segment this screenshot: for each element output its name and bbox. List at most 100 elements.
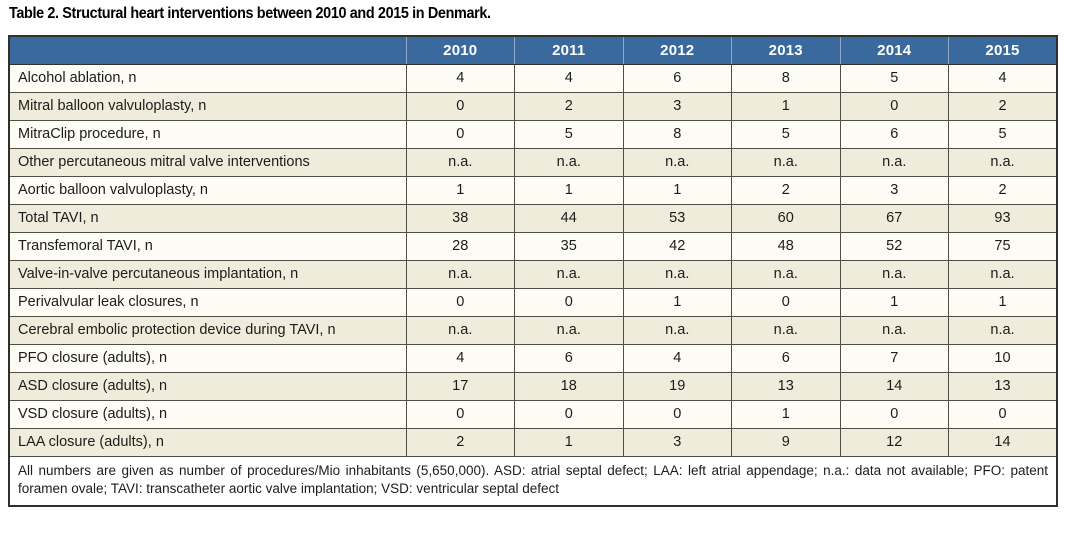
- value-cell: 4: [405, 63, 515, 93]
- value-cell: n.a.: [839, 259, 949, 289]
- value-cell: 1: [405, 175, 515, 205]
- value-cell: 13: [948, 371, 1058, 401]
- value-cell: 1: [514, 427, 624, 457]
- value-cell: n.a.: [622, 259, 732, 289]
- row-label: Alcohol ablation, n: [8, 63, 407, 93]
- value-cell: 52: [839, 231, 949, 261]
- table-row: LAA closure (adults), n 2 1 3 9 12 14: [8, 427, 1058, 457]
- row-label: ASD closure (adults), n: [8, 371, 407, 401]
- value-cell: n.a.: [405, 147, 515, 177]
- value-cell: 1: [731, 91, 841, 121]
- row-label: Cerebral embolic protection device durin…: [8, 315, 407, 345]
- value-cell: n.a.: [839, 147, 949, 177]
- value-cell: n.a.: [948, 315, 1058, 345]
- value-cell: 17: [405, 371, 515, 401]
- table-row: Transfemoral TAVI, n 28 35 42 48 52 75: [8, 231, 1058, 261]
- value-cell: 9: [731, 427, 841, 457]
- header-year-2010: 2010: [405, 35, 515, 65]
- value-cell: 19: [622, 371, 732, 401]
- value-cell: 2: [948, 91, 1058, 121]
- value-cell: 14: [948, 427, 1058, 457]
- value-cell: 1: [839, 287, 949, 317]
- header-year-2012: 2012: [622, 35, 732, 65]
- value-cell: 10: [948, 343, 1058, 373]
- value-cell: 0: [839, 91, 949, 121]
- row-label: Total TAVI, n: [8, 203, 407, 233]
- row-label: Mitral balloon valvuloplasty, n: [8, 91, 407, 121]
- value-cell: 6: [839, 119, 949, 149]
- value-cell: n.a.: [622, 147, 732, 177]
- value-cell: 53: [622, 203, 732, 233]
- value-cell: 75: [948, 231, 1058, 261]
- value-cell: 14: [839, 371, 949, 401]
- value-cell: n.a.: [405, 259, 515, 289]
- value-cell: 7: [839, 343, 949, 373]
- value-cell: n.a.: [839, 315, 949, 345]
- value-cell: 48: [731, 231, 841, 261]
- value-cell: 5: [514, 119, 624, 149]
- value-cell: 42: [622, 231, 732, 261]
- structural-heart-interventions-table: 2010 2011 2012 2013 2014 2015 Alcohol ab…: [8, 35, 1058, 507]
- value-cell: 5: [731, 119, 841, 149]
- header-year-2014: 2014: [839, 35, 949, 65]
- row-label: Perivalvular leak closures, n: [8, 287, 407, 317]
- value-cell: 6: [731, 343, 841, 373]
- value-cell: 2: [731, 175, 841, 205]
- value-cell: 3: [839, 175, 949, 205]
- value-cell: n.a.: [731, 315, 841, 345]
- value-cell: 0: [405, 91, 515, 121]
- value-cell: 38: [405, 203, 515, 233]
- table-body: Alcohol ablation, n 4 4 6 8 5 4 Mitral balloon …: [8, 63, 1058, 457]
- value-cell: 8: [731, 63, 841, 93]
- row-label: Other percutaneous mitral valve interven…: [8, 147, 407, 177]
- row-label: LAA closure (adults), n: [8, 427, 407, 457]
- value-cell: 28: [405, 231, 515, 261]
- footnote-row: All numbers are given as number of proce…: [8, 455, 1058, 507]
- value-cell: 0: [514, 399, 624, 429]
- table-row: Valve-in-valve percutaneous implantation…: [8, 259, 1058, 289]
- value-cell: n.a.: [514, 259, 624, 289]
- value-cell: 2: [948, 175, 1058, 205]
- value-cell: n.a.: [948, 147, 1058, 177]
- value-cell: 0: [731, 287, 841, 317]
- table-footnote: All numbers are given as number of proce…: [8, 455, 1058, 507]
- header-year-2013: 2013: [731, 35, 841, 65]
- value-cell: 0: [514, 287, 624, 317]
- value-cell: 67: [839, 203, 949, 233]
- value-cell: 3: [622, 427, 732, 457]
- value-cell: 4: [948, 63, 1058, 93]
- value-cell: n.a.: [514, 315, 624, 345]
- value-cell: 0: [405, 287, 515, 317]
- value-cell: 4: [622, 343, 732, 373]
- row-label: Transfemoral TAVI, n: [8, 231, 407, 261]
- value-cell: 1: [622, 287, 732, 317]
- value-cell: 18: [514, 371, 624, 401]
- value-cell: 0: [405, 119, 515, 149]
- value-cell: 5: [839, 63, 949, 93]
- value-cell: 4: [405, 343, 515, 373]
- value-cell: 1: [731, 399, 841, 429]
- row-label: Aortic balloon valvuloplasty, n: [8, 175, 407, 205]
- table-row: ASD closure (adults), n 17 18 19 13 14 13: [8, 371, 1058, 401]
- value-cell: 0: [839, 399, 949, 429]
- value-cell: n.a.: [514, 147, 624, 177]
- table-row: Cerebral embolic protection device durin…: [8, 315, 1058, 345]
- value-cell: 1: [948, 287, 1058, 317]
- value-cell: 6: [514, 343, 624, 373]
- row-label: Valve-in-valve percutaneous implantation…: [8, 259, 407, 289]
- row-label: VSD closure (adults), n: [8, 399, 407, 429]
- value-cell: 60: [731, 203, 841, 233]
- value-cell: 6: [622, 63, 732, 93]
- value-cell: 93: [948, 203, 1058, 233]
- table-row: Total TAVI, n 38 44 53 60 67 93: [8, 203, 1058, 233]
- value-cell: 4: [514, 63, 624, 93]
- header-year-2011: 2011: [514, 35, 624, 65]
- value-cell: 35: [514, 231, 624, 261]
- value-cell: n.a.: [731, 259, 841, 289]
